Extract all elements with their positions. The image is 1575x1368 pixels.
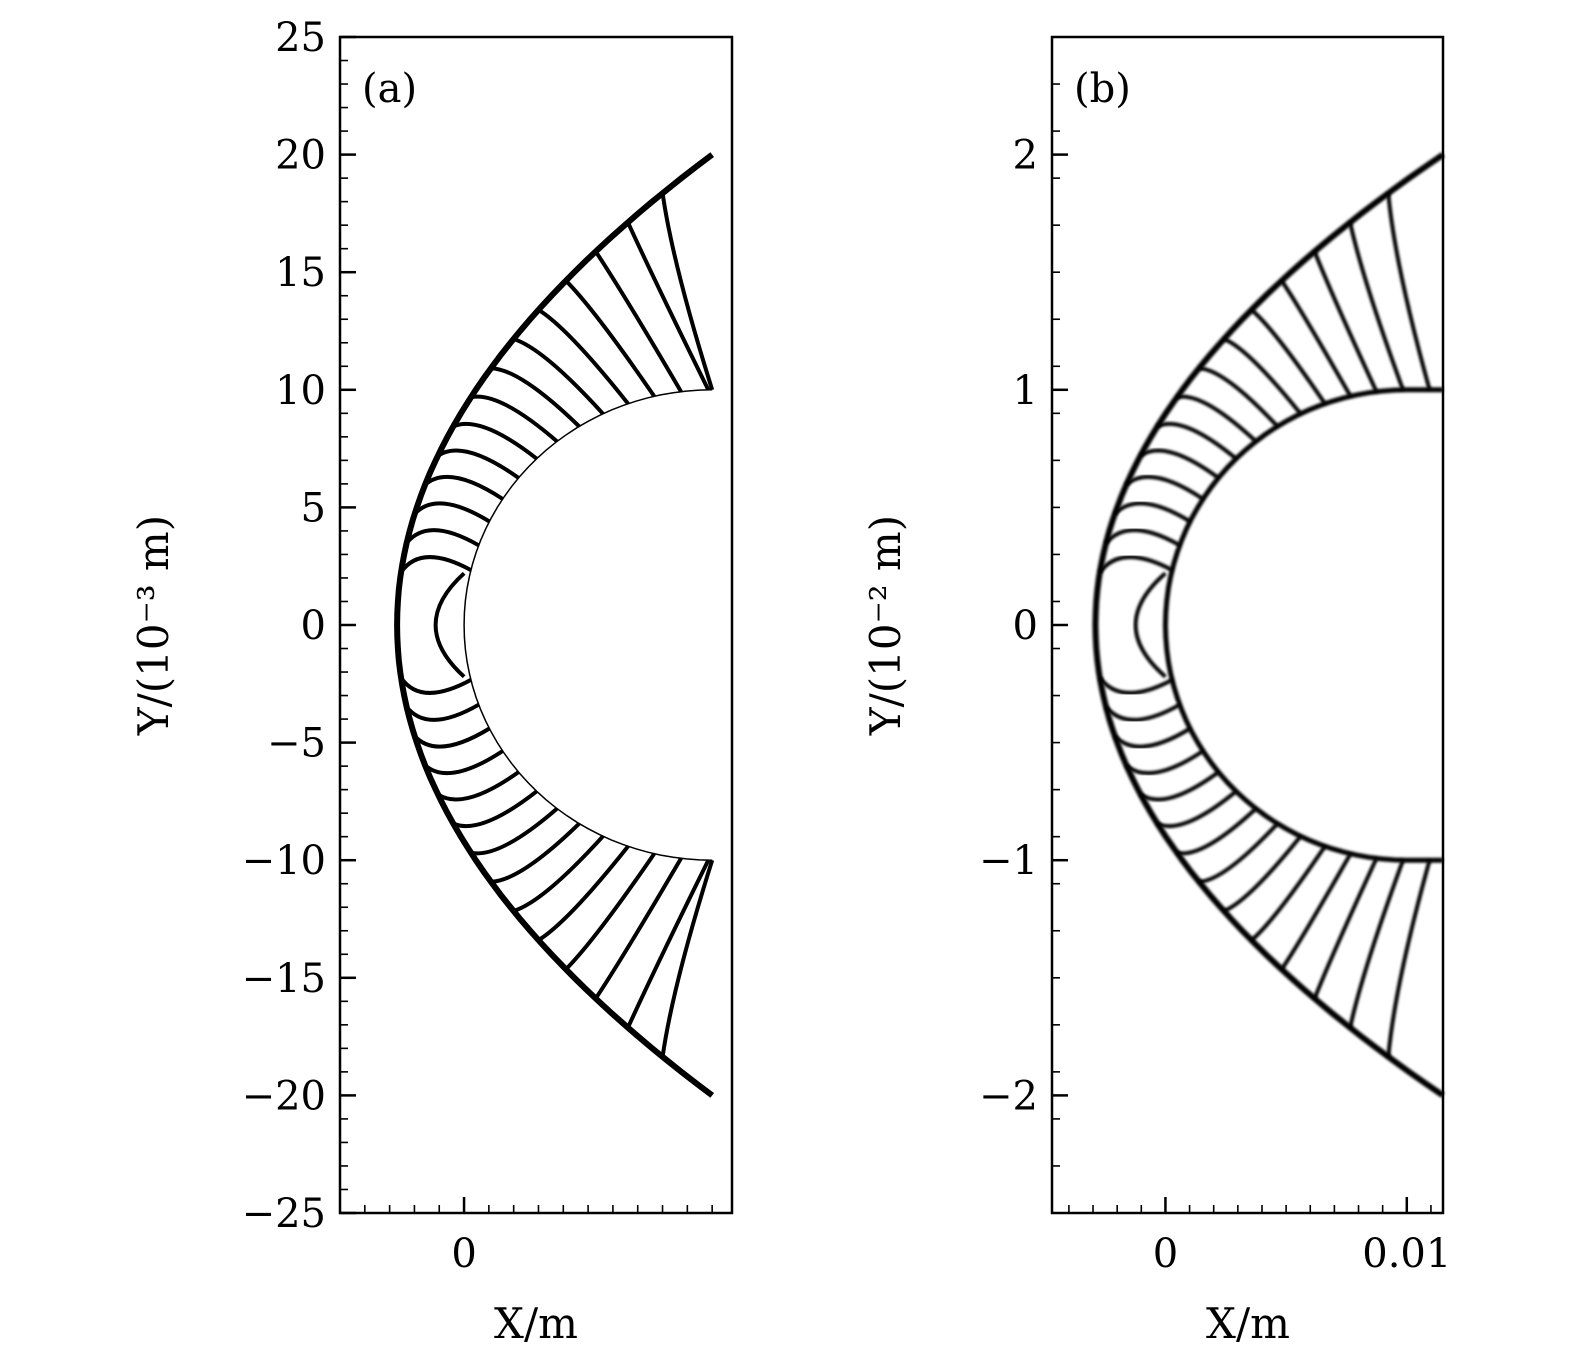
contour-line [452,421,538,461]
contour-line [1156,789,1238,829]
body-surface [1162,387,1443,863]
contour-line [1198,366,1279,428]
x-tick-label: 0.01 [1362,1231,1451,1277]
y-axis-label-a: Y/(10⁻³ m) [129,515,178,736]
shock-wave [394,152,715,1098]
y-tick-label: −20 [242,1073,326,1119]
contour-line [594,857,683,1000]
contour-line [537,845,630,942]
contour-line [564,852,656,971]
contour-line [564,279,656,398]
contour-line [1223,834,1303,913]
contour-line [452,789,538,829]
contour-line [1348,859,1405,1029]
contour-line [1250,845,1327,942]
panel-label-a: (a) [362,66,417,112]
y-tick-label: 2 [1013,133,1038,179]
contour-line [1133,571,1167,679]
chart-panel-a: −25 −20 −15 −10 −5 0 5 10 15 20 25 0 (a) X/m Y/(10… [129,15,734,1348]
contour-line [1280,279,1353,398]
y-tick-label: 5 [301,485,326,531]
contour-line [1098,555,1174,574]
contour-line [433,571,466,679]
contour-line [1348,221,1405,391]
y-tick-label: −1 [979,838,1038,884]
contour-line [1198,822,1279,884]
contour-line [436,770,520,802]
contour-line [1312,250,1379,393]
x-axis-label-b: X/m [1206,1299,1290,1348]
contour-line [1386,859,1432,1057]
y-tick-labels-b: −2 −1 0 1 2 [979,133,1068,1119]
contour-line [413,501,491,524]
y-tick-label: 15 [275,250,326,296]
y-tick-label: 0 [301,603,326,649]
contour-line [1176,807,1258,856]
contour-line [1250,308,1327,405]
x-tick-labels-b: 0 0.01 [1068,1197,1451,1277]
y-tick-label: 20 [275,133,326,179]
contour-line [470,394,559,443]
contour-line [436,448,520,480]
contour-line [1124,474,1205,501]
contour-line [626,221,711,391]
contour-line [423,749,504,776]
y-axis-label-b: Y/(10⁻² m) [861,515,910,736]
y-tick-label: −10 [242,838,326,884]
contour-line [1312,857,1379,1000]
plot-area-a [394,152,715,1098]
contour-line [512,337,605,416]
contour-line [1113,501,1192,524]
x-tick-label: 0 [1153,1231,1178,1277]
contour-line [470,807,559,856]
y-tick-label: 1 [1013,368,1038,414]
contour-line [1104,702,1181,722]
x-tick-label: 0 [451,1231,476,1277]
body-surface [463,389,713,861]
panel-label-b: (b) [1074,66,1131,112]
x-axis-label-a: X/m [494,1299,578,1348]
y-tick-label: −25 [242,1191,326,1237]
contour-line [413,726,491,749]
contour-line [660,192,715,391]
contour-line [399,555,472,574]
y-tick-label: −15 [242,956,326,1002]
contour-line [423,474,504,501]
contour-line [537,308,630,405]
contour-line [490,822,581,884]
contour-line [1156,421,1238,461]
plot-frame-b [1050,35,1445,1215]
y-tick-labels-a: −25 −20 −15 −10 −5 0 5 10 15 20 25 [242,15,356,1237]
contour-line [399,676,472,695]
shock-wave [1092,152,1445,1098]
x-tick-labels-a: 0 [339,1197,713,1277]
y-tick-label: −5 [267,721,326,767]
contour-line [1386,193,1432,391]
contour-line [1280,852,1353,971]
contour-line [594,250,683,393]
plot-area-b [1092,152,1445,1098]
contour-line [405,528,480,548]
y-tick-label: 0 [1013,603,1038,649]
contour-line [1139,770,1220,802]
contour-line [1124,749,1205,776]
contour-line [626,859,711,1029]
y-tick-label: −2 [979,1073,1038,1119]
contour-line [1098,676,1174,695]
contour-line [512,834,605,913]
contour-line [1176,394,1258,443]
y-tick-label: 25 [275,15,326,61]
contour-line [1139,448,1220,480]
contour-line [660,859,715,1058]
contour-line [405,702,480,722]
y-tick-label: 10 [275,368,326,414]
contour-line [1223,337,1303,416]
contour-line [490,366,581,428]
contour-line [1104,528,1181,548]
y-minor-ticks-b [1052,36,1060,1214]
contour-line [1113,726,1192,749]
